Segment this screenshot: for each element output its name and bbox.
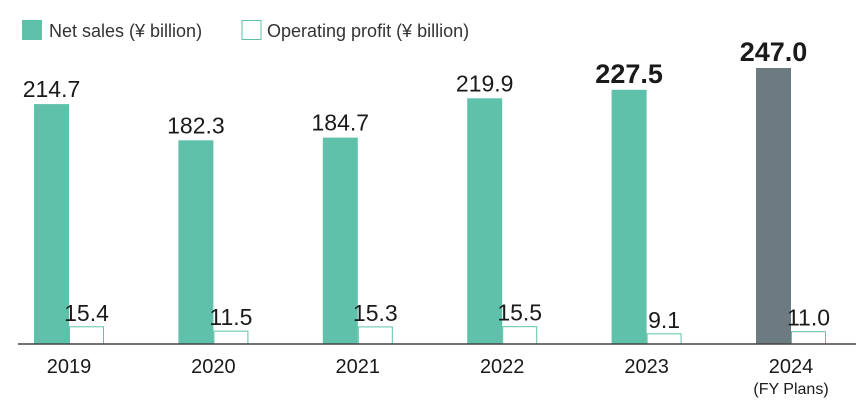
value-label-operating-profit-2023: 9.1 [648, 307, 680, 333]
bars [34, 68, 826, 345]
bar-net-sales-2022 [467, 98, 503, 344]
value-label-net-sales-2023: 227.5 [595, 59, 663, 89]
bar-net-sales-2020 [178, 140, 214, 344]
legend-label-operating-profit: Operating profit (¥ billion) [267, 21, 469, 41]
legend: Net sales (¥ billion) Operating profit (… [22, 20, 469, 41]
value-label-operating-profit-2024: 11.0 [787, 305, 830, 331]
bar-net-sales-2024 [756, 68, 791, 344]
x-tick-label-2021: 2021 [336, 356, 381, 378]
bar-operating-profit-2024 [791, 331, 826, 345]
bar-operating-profit-2022 [502, 326, 538, 345]
bar-net-sales-2021 [322, 137, 358, 344]
x-tick-note-2024: (FY Plans) [753, 381, 828, 398]
value-label-net-sales-2022: 219.9 [456, 70, 514, 96]
x-tick-label-2020: 2020 [191, 356, 236, 378]
value-label-net-sales-2019: 214.7 [23, 76, 81, 102]
value-label-operating-profit-2021: 15.3 [353, 300, 398, 326]
value-label-net-sales-2021: 184.7 [312, 110, 370, 136]
x-tick-label-2022: 2022 [480, 356, 525, 378]
bar-net-sales-2023 [611, 89, 647, 344]
legend-swatch-operating-profit [241, 20, 262, 40]
value-label-operating-profit-2019: 15.4 [64, 300, 109, 326]
value-label-net-sales-2024: 247.0 [740, 37, 808, 67]
bar-operating-profit-2023 [646, 333, 682, 345]
bar-net-sales-2019 [34, 104, 69, 344]
x-tick-label-2024: 2024 [769, 356, 814, 378]
value-label-operating-profit-2022: 15.5 [497, 300, 542, 326]
x-tick-label-2019: 2019 [47, 356, 92, 378]
bar-operating-profit-2019 [69, 326, 104, 345]
value-labels: 214.7 15.4 182.3 11.5 184.7 15.3 219.9 15.5 227.… [23, 37, 830, 333]
x-axis-ticks: 2019 2020 2021 2022 2023 2024 (FY Plans) [47, 356, 829, 398]
bar-operating-profit-2020 [213, 330, 249, 345]
bar-operating-profit-2021 [357, 326, 393, 345]
legend-label-net-sales: Net sales (¥ billion) [49, 21, 202, 41]
value-label-net-sales-2020: 182.3 [167, 112, 225, 138]
value-label-operating-profit-2020: 11.5 [209, 304, 252, 330]
legend-swatch-net-sales [22, 20, 42, 40]
x-tick-label-2023: 2023 [624, 356, 669, 378]
